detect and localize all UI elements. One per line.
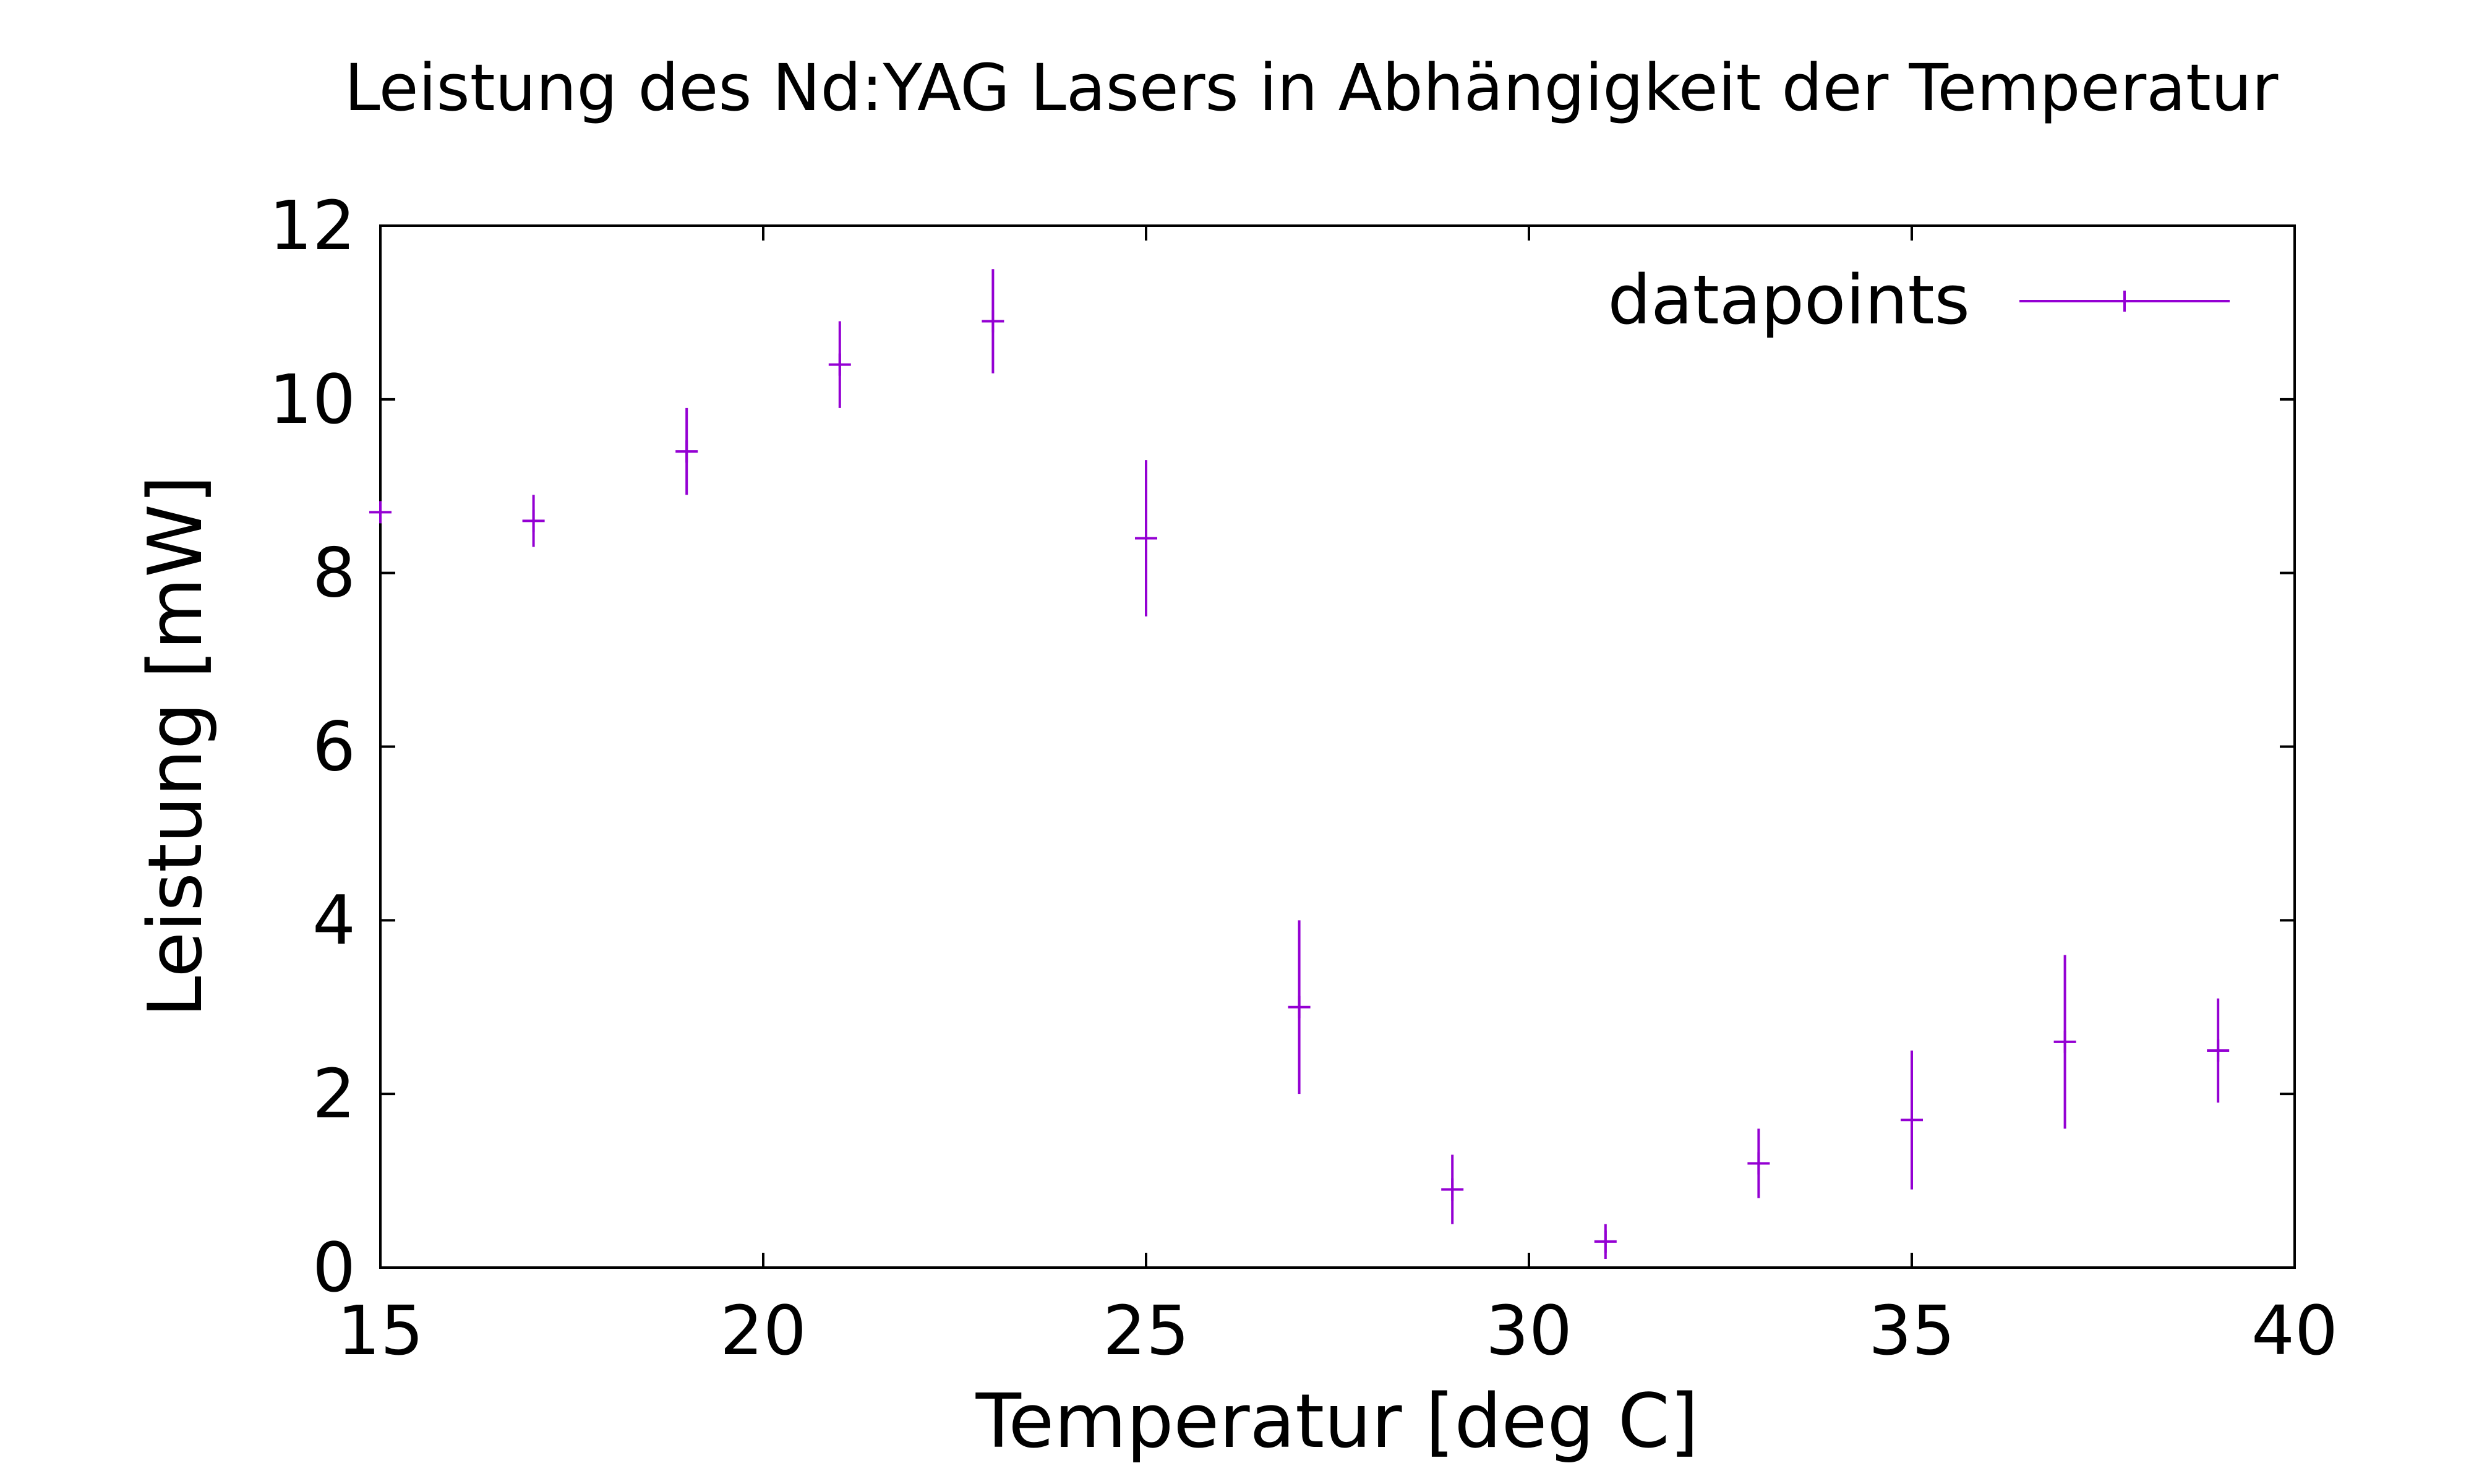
data-point: [522, 495, 545, 547]
y-tick-label: 4: [312, 881, 356, 960]
data-point: [1901, 1050, 1923, 1190]
chart-title: Leistung des Nd:YAG Lasers in Abhängigke…: [345, 50, 2279, 126]
y-tick-label: 12: [269, 186, 356, 265]
x-tick-label: 20: [720, 1291, 807, 1370]
data-points: [369, 269, 2230, 1259]
data-point: [1747, 1128, 1770, 1198]
x-axis-label: Temperatur [deg C]: [975, 1379, 1699, 1465]
data-point: [1594, 1224, 1617, 1259]
tick-labels: 15 20 25 30 35 40 0 2 4 6 8 10 12: [269, 186, 2338, 1370]
data-point: [1441, 1154, 1464, 1224]
x-tick-label: 25: [1103, 1291, 1189, 1370]
y-tick-label: 10: [269, 360, 356, 439]
x-tick-label: 30: [1486, 1291, 1572, 1370]
legend-label: datapoints: [1607, 260, 1970, 339]
data-point: [2053, 955, 2076, 1129]
x-tick-label: 15: [337, 1291, 424, 1370]
data-point: [1288, 920, 1311, 1094]
data-point: [369, 501, 392, 524]
legend: datapoints: [1607, 260, 2230, 339]
plot-frame: [379, 224, 2296, 1269]
y-tick-label: 8: [312, 534, 356, 613]
data-point: [2207, 998, 2230, 1103]
y-axis-label: Leistung [mW]: [133, 475, 219, 1017]
y-tick-label: 0: [312, 1228, 356, 1307]
data-point: [675, 407, 698, 495]
axis-ticks: [379, 224, 2296, 1269]
y-tick-label: 6: [312, 707, 356, 787]
y-tick-label: 2: [312, 1054, 356, 1133]
data-point: [828, 321, 851, 408]
data-point: [1135, 460, 1157, 616]
x-tick-label: 40: [2251, 1291, 2338, 1370]
x-tick-label: 35: [1868, 1291, 1955, 1370]
data-point: [982, 269, 1004, 373]
